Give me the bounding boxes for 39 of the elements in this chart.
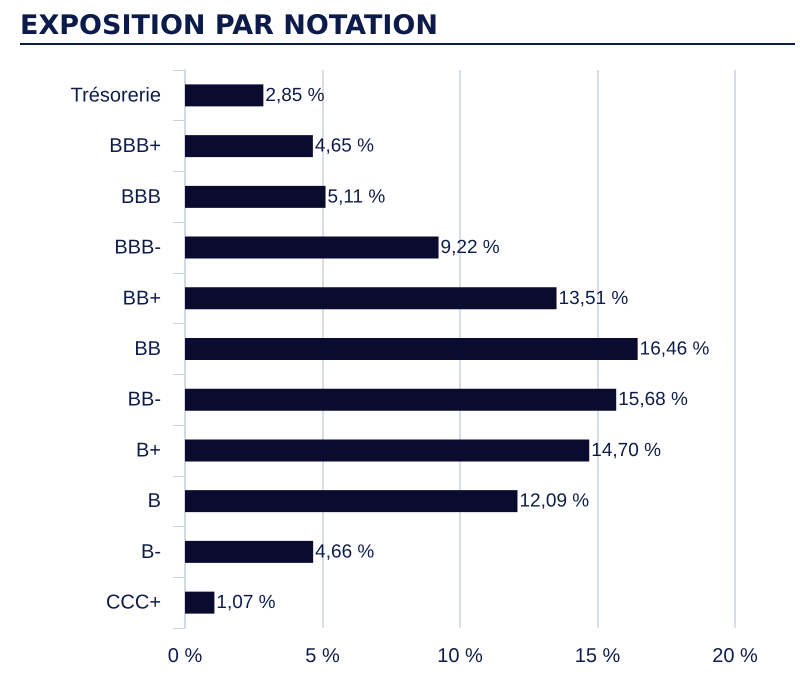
y-tick-label: BB- (128, 388, 161, 411)
data-label: 15,68 % (618, 389, 688, 410)
y-tick-label: BB+ (122, 287, 161, 310)
x-tick-label: 20 % (712, 645, 758, 667)
x-tick-label: 5 % (305, 645, 340, 667)
x-tick-label: 10 % (437, 645, 484, 667)
y-tick-label: B- (141, 540, 161, 563)
data-label: 9,22 % (440, 237, 500, 258)
data-label: 5,11 % (328, 186, 386, 208)
bar (185, 84, 264, 106)
y-tick-label: BBB (120, 186, 161, 208)
bar (185, 287, 557, 310)
x-tick-label: 15 % (574, 645, 621, 667)
bar (185, 540, 314, 563)
data-label: 4,65 % (314, 136, 374, 157)
bar (185, 439, 590, 462)
data-label: 16,46 % (640, 338, 710, 360)
data-label: 4,66 % (315, 541, 374, 562)
bar (185, 338, 638, 360)
bar (185, 186, 326, 208)
data-label: 14,70 % (591, 440, 662, 461)
data-label: 1,07 % (216, 592, 276, 614)
data-label: 12,09 % (519, 490, 590, 512)
data-label: 13,51 % (558, 288, 628, 309)
bar (185, 236, 439, 259)
bar (185, 490, 518, 512)
y-tick-label: BBB- (114, 236, 161, 259)
y-tick-label: B+ (136, 439, 161, 462)
y-tick-label: BB (134, 338, 161, 360)
data-label: 2,85 % (265, 84, 325, 106)
y-tick-label: Trésorerie (70, 84, 161, 106)
x-tick-label: 0 % (168, 645, 202, 667)
y-tick-label: B (148, 490, 161, 512)
y-tick-label: BBB+ (109, 135, 161, 158)
bar (185, 592, 214, 614)
bar (185, 388, 616, 411)
chart-title: EXPOSITION PAR NOTATION (20, 10, 795, 45)
y-tick-label: CCC+ (106, 592, 161, 614)
bar (185, 135, 313, 158)
